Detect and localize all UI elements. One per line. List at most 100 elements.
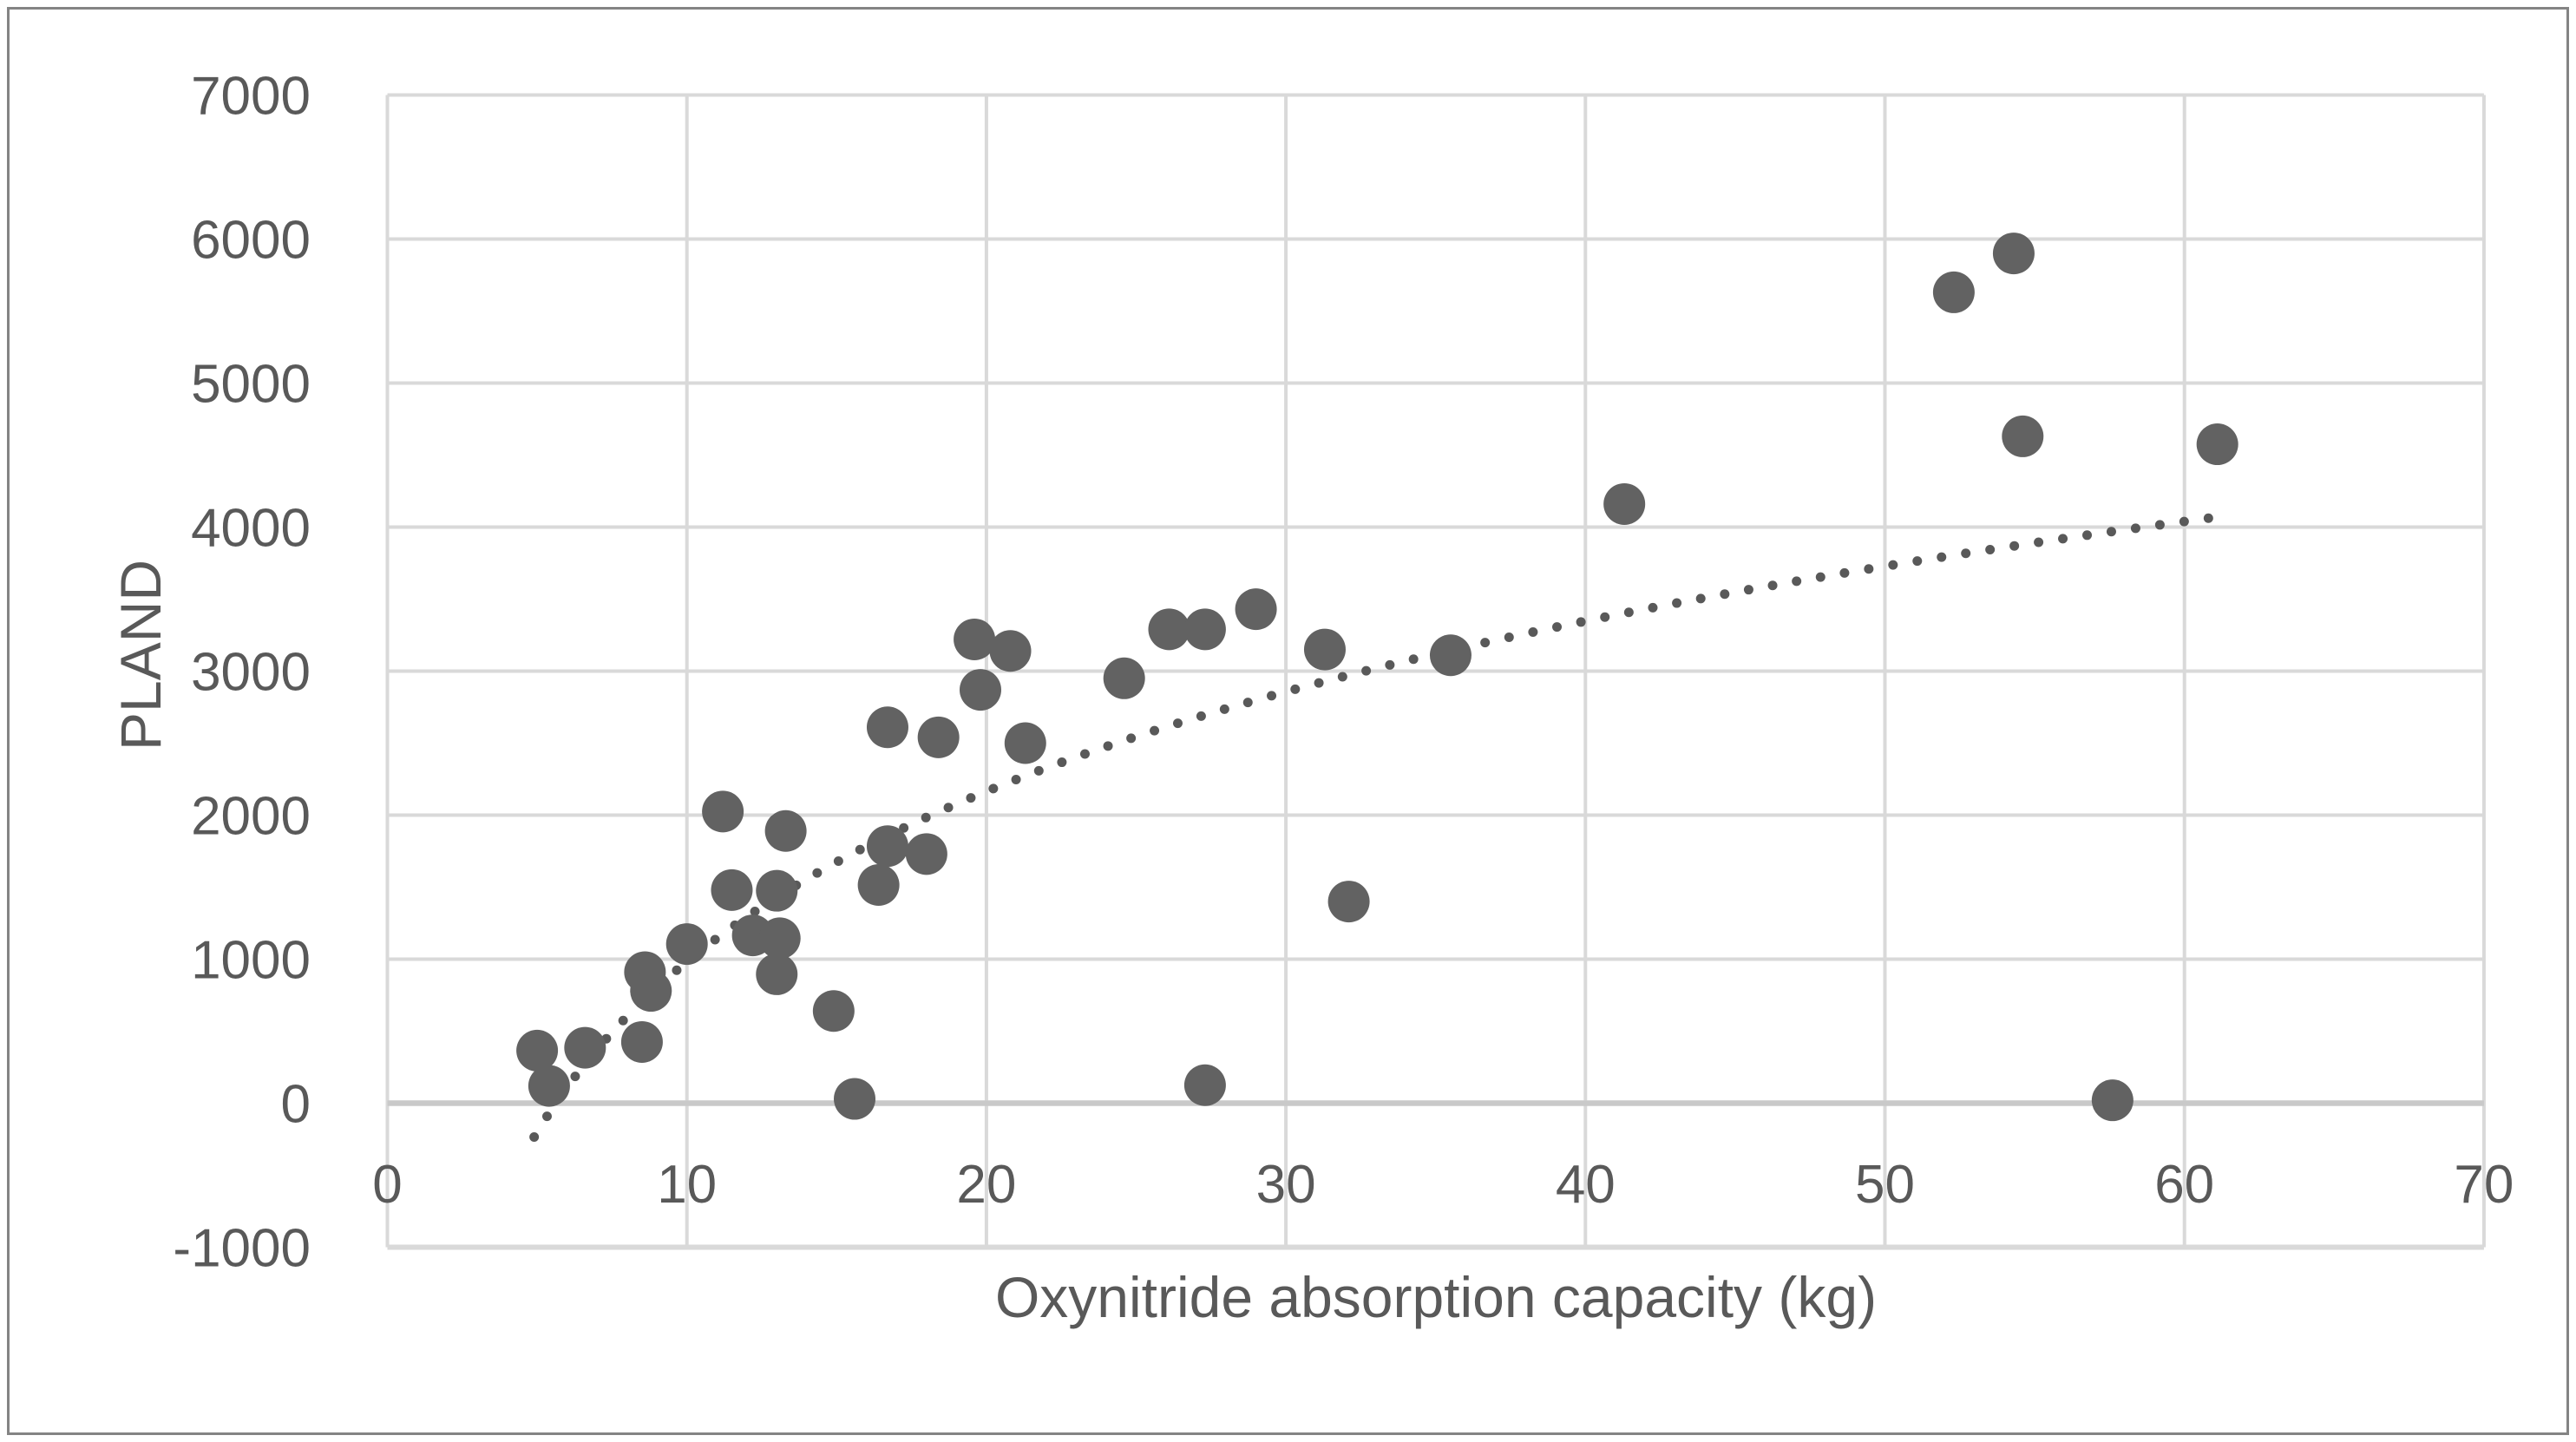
data-point (866, 706, 908, 749)
trendline-dot (1057, 757, 1067, 768)
trendline-dot (1150, 725, 1160, 736)
trendline-dot (1839, 567, 1850, 578)
trendline-dot (1267, 691, 1277, 701)
trendline-dot (2203, 513, 2213, 523)
trendline-dot (1385, 659, 1395, 670)
y-tick-label: 1000 (191, 931, 311, 991)
trendline-dot (570, 1072, 580, 1082)
data-point (711, 868, 753, 911)
trendline-dot (1103, 741, 1113, 751)
trendline-dot (1480, 638, 1491, 648)
data-point (1992, 233, 2035, 275)
trendline-dot (1528, 627, 1538, 638)
trendline-dot (2058, 534, 2068, 544)
trendline-dot (1864, 564, 1874, 574)
y-axis-title: PLAND (108, 559, 173, 751)
data-point (2091, 1079, 2134, 1122)
trendline-dot (1600, 612, 1610, 622)
trendline-dot (529, 1131, 540, 1142)
trendline-dot (1720, 589, 1730, 600)
trendline-dot (1888, 560, 1898, 570)
y-tick-label: 6000 (191, 211, 311, 271)
y-tick-label: 3000 (191, 643, 311, 703)
trendline-dot (1242, 698, 1253, 708)
y-tick-label: 4000 (191, 499, 311, 559)
trendline-dot (943, 803, 954, 813)
x-tick-label: 70 (2454, 1155, 2514, 1215)
trendline-dot (1172, 718, 1183, 729)
trendline-dot (1961, 548, 1971, 559)
data-point (2002, 415, 2044, 457)
trendline-dot (2034, 537, 2044, 547)
trendline-dot (672, 965, 682, 975)
trendline-dot (855, 844, 865, 855)
data-point (1932, 271, 1975, 313)
trendline-dot (1576, 617, 1586, 627)
data-point (989, 630, 1032, 672)
trendline-dot (710, 934, 720, 945)
data-point (812, 990, 855, 1032)
trendline-dot (541, 1111, 552, 1122)
trendline-dot (2082, 530, 2093, 541)
data-point (620, 1020, 663, 1063)
trendline-dot (618, 1015, 628, 1026)
trendline-dot (1219, 704, 1229, 714)
trendline-dot (1767, 580, 1778, 591)
trendline-dot (1079, 749, 1090, 759)
data-point (1148, 608, 1190, 651)
data-point (756, 869, 798, 912)
data-point (917, 716, 960, 758)
x-axis-title: Oxynitride absorption capacity (kg) (994, 1265, 1878, 1329)
data-point (702, 790, 744, 833)
data-point (1004, 722, 1046, 764)
data-point (954, 618, 996, 660)
y-tick-label: 0 (281, 1075, 311, 1135)
trendline-dot (988, 783, 999, 794)
y-tick-label: -1000 (173, 1219, 311, 1279)
data-point (866, 825, 908, 868)
data-point (1603, 482, 1646, 525)
y-tick-label: 7000 (191, 67, 311, 127)
trendline-dot (2154, 520, 2165, 530)
trendline-dot (1337, 672, 1347, 682)
x-tick-label: 20 (956, 1155, 1016, 1215)
trendline-dot (1290, 684, 1301, 694)
data-point (1429, 634, 1472, 677)
x-tick-label: 60 (2154, 1155, 2214, 1215)
data-point (834, 1078, 876, 1120)
trendline-dot (812, 868, 823, 878)
data-point (905, 833, 947, 875)
trendline-dot (1011, 774, 1021, 784)
trendline-dot (1196, 711, 1206, 721)
data-point (1327, 881, 1370, 923)
trendline-dot (1408, 654, 1419, 665)
trendline-dot (1985, 544, 1996, 554)
trendline-dot (1648, 602, 1658, 613)
data-point (758, 917, 801, 960)
x-tick-label: 40 (1556, 1155, 1616, 1215)
trendline-dot (1695, 593, 1706, 604)
trendline-dot (899, 823, 909, 833)
y-tick-label: 5000 (191, 355, 311, 415)
data-point (516, 1029, 559, 1072)
data-point (2196, 423, 2238, 466)
trendline-dot (921, 812, 931, 823)
data-point (665, 923, 708, 966)
x-tick-label: 10 (657, 1155, 717, 1215)
trendline-dot (1912, 556, 1923, 567)
data-point (1303, 628, 1346, 671)
trendline-dot (1743, 585, 1753, 595)
data-point (756, 953, 798, 995)
data-point (1183, 608, 1226, 651)
trendline-dot (1126, 733, 1137, 744)
trendline-dot (833, 855, 843, 866)
trendline-dot (2009, 541, 2020, 551)
trendline-dot (2179, 516, 2189, 527)
x-tick-label: 30 (1256, 1155, 1316, 1215)
trendline-dot (1314, 678, 1324, 688)
trendline-dot (2130, 523, 2140, 534)
data-point (1103, 657, 1145, 699)
data-point (1183, 1064, 1226, 1106)
data-point (857, 864, 900, 907)
